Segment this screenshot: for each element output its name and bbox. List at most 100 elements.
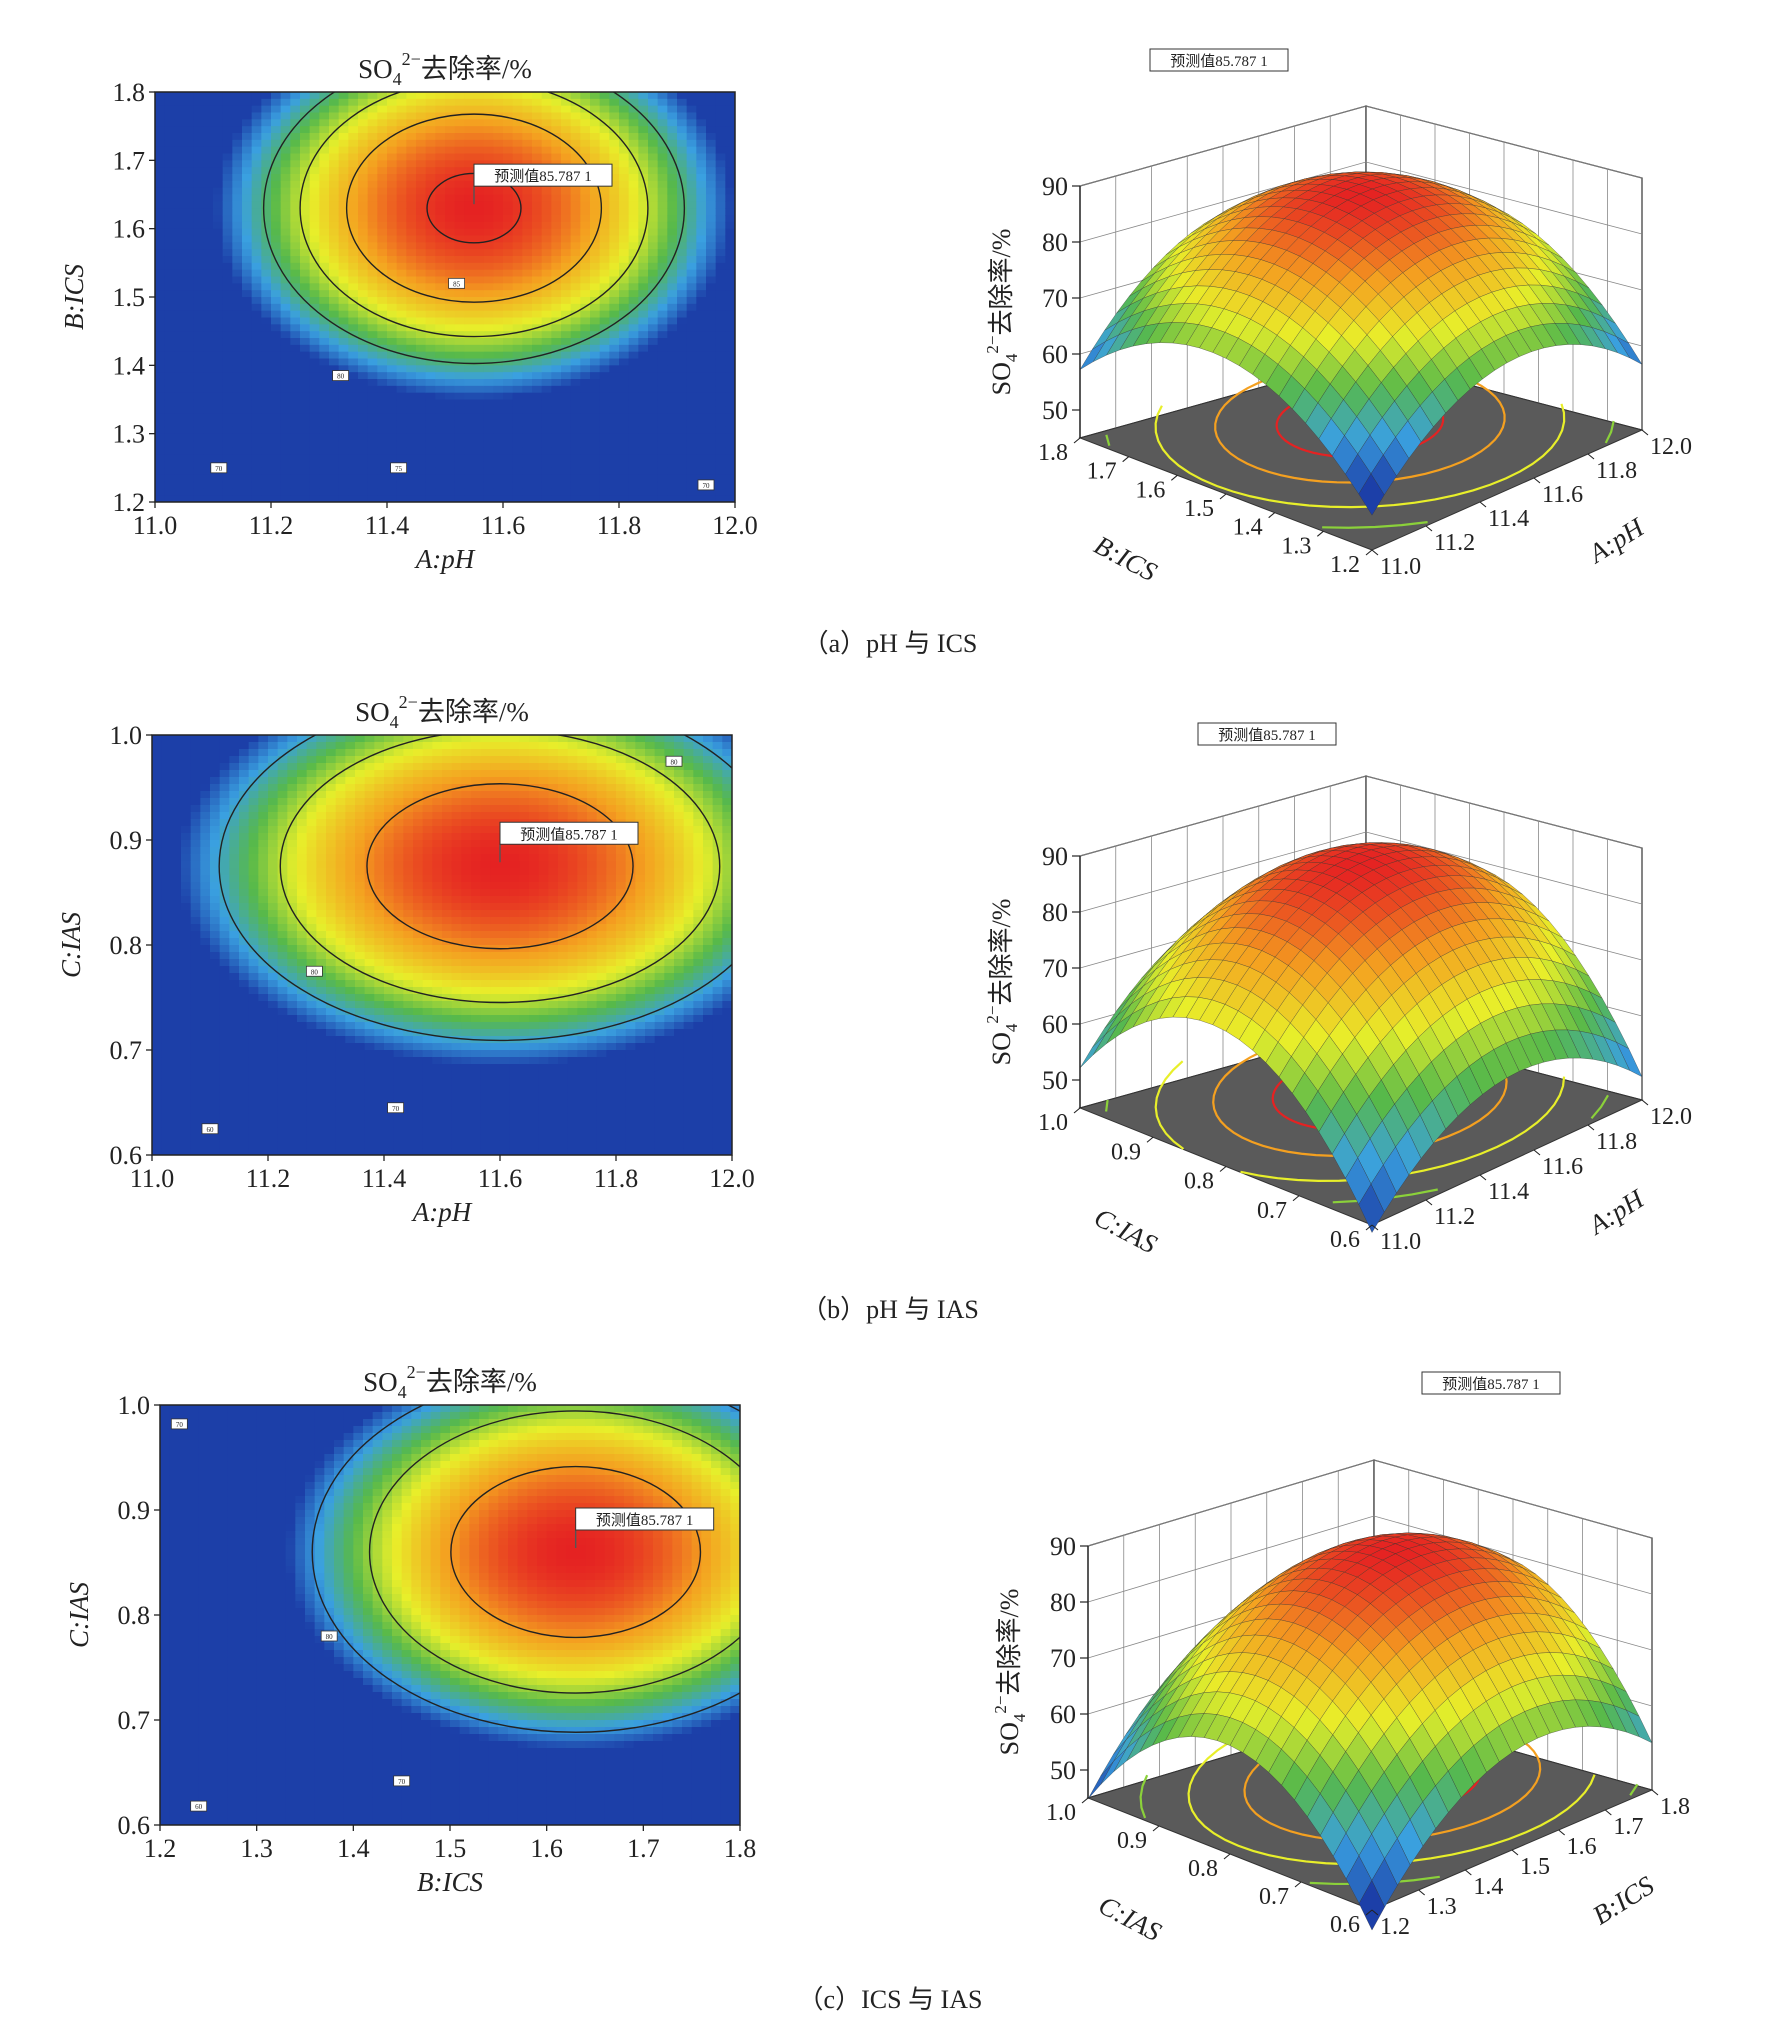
heatmap-cell bbox=[164, 488, 175, 496]
heatmap-cell bbox=[696, 153, 707, 161]
heatmap-cell bbox=[338, 160, 349, 168]
heatmap-cell bbox=[551, 467, 562, 476]
heatmap-cell bbox=[590, 262, 601, 271]
heatmap-cell bbox=[425, 358, 436, 366]
heatmap-cell bbox=[190, 917, 201, 925]
heatmap-cell bbox=[200, 952, 211, 960]
heatmap-cell bbox=[161, 903, 172, 911]
heatmap-cell bbox=[686, 112, 697, 120]
heatmap-cell bbox=[706, 139, 717, 148]
heatmap-cell bbox=[367, 461, 378, 469]
heatmap-cell bbox=[171, 756, 182, 764]
heatmap-cell bbox=[181, 847, 192, 855]
heatmap-cell bbox=[329, 133, 340, 141]
heatmap-cell bbox=[706, 365, 717, 373]
heatmap-cell bbox=[174, 406, 185, 414]
heatmap-cell bbox=[174, 105, 185, 114]
heatmap-cell bbox=[248, 833, 259, 841]
heatmap-cell bbox=[280, 331, 291, 339]
heatmap-cell bbox=[181, 763, 192, 771]
heatmap-cell bbox=[219, 1148, 230, 1155]
heatmap-cell bbox=[181, 959, 192, 967]
heatmap-cell bbox=[599, 324, 610, 332]
heatmap-cell bbox=[193, 221, 204, 230]
heatmap-cell bbox=[396, 372, 407, 380]
heatmap-cell bbox=[248, 840, 259, 848]
heatmap-cell bbox=[619, 187, 630, 196]
heatmap-cell bbox=[358, 133, 369, 141]
heatmap-cell bbox=[677, 467, 688, 476]
heatmap-cell bbox=[512, 146, 523, 155]
heatmap-cell bbox=[377, 297, 388, 305]
heatmap-cell bbox=[248, 1113, 259, 1121]
heatmap-cell bbox=[377, 303, 388, 312]
heatmap-cell bbox=[251, 379, 262, 387]
heatmap-cell bbox=[406, 454, 417, 462]
heatmap-cell bbox=[667, 454, 678, 462]
heatmap-cell bbox=[348, 392, 359, 401]
heatmap-cell bbox=[300, 358, 311, 366]
heatmap-cell bbox=[667, 187, 678, 196]
heatmap-cell bbox=[193, 365, 204, 373]
heatmap-cell bbox=[319, 385, 330, 394]
heatmap-cell bbox=[300, 98, 311, 107]
heatmap-cell bbox=[271, 365, 282, 373]
heatmap-cell bbox=[290, 406, 301, 414]
heatmap-cell bbox=[171, 987, 182, 995]
heatmap-cell bbox=[493, 461, 504, 469]
heatmap-cell bbox=[271, 180, 282, 189]
heatmap-cell bbox=[229, 924, 240, 932]
heatmap-cell bbox=[319, 242, 330, 250]
heatmap-cell bbox=[686, 174, 697, 182]
heatmap-cell bbox=[338, 228, 349, 237]
heatmap-cell bbox=[406, 379, 417, 387]
heatmap-cell bbox=[338, 133, 349, 141]
heatmap-cell bbox=[309, 187, 320, 196]
heatmap-cell bbox=[181, 917, 192, 925]
heatmap-cell bbox=[396, 249, 407, 257]
heatmap-cell bbox=[161, 945, 172, 953]
heatmap-cell bbox=[190, 889, 201, 897]
heatmap-cell bbox=[338, 297, 349, 305]
heatmap-cell bbox=[406, 358, 417, 366]
heatmap-cell bbox=[184, 461, 195, 469]
heatmap-cell bbox=[239, 868, 250, 876]
heatmap-cell bbox=[493, 256, 504, 264]
heatmap-cell bbox=[667, 365, 678, 373]
heatmap-cell bbox=[258, 812, 269, 820]
heatmap-cell bbox=[454, 133, 465, 141]
heatmap-cell bbox=[164, 406, 175, 414]
heatmap-cell bbox=[464, 98, 475, 107]
heatmap-cell bbox=[193, 119, 204, 127]
heatmap-cell bbox=[242, 235, 253, 243]
heatmap-cell bbox=[580, 146, 591, 155]
heatmap-cell bbox=[242, 331, 253, 339]
heatmap-cell bbox=[628, 317, 639, 325]
heatmap-cell bbox=[396, 392, 407, 401]
heatmap-cell bbox=[522, 344, 533, 353]
heatmap-cell bbox=[232, 133, 243, 141]
heatmap-cell bbox=[261, 358, 272, 366]
heatmap-cell bbox=[152, 945, 163, 953]
heatmap-cell bbox=[686, 249, 697, 257]
heatmap-cell bbox=[161, 1120, 172, 1128]
heatmap-cell bbox=[329, 146, 340, 155]
heatmap-cell bbox=[181, 1113, 192, 1121]
heatmap-cell bbox=[725, 228, 735, 237]
heatmap-cell bbox=[261, 105, 272, 114]
heatmap-cell bbox=[706, 105, 717, 114]
heatmap-cell bbox=[164, 495, 175, 502]
heatmap-cell bbox=[696, 221, 707, 230]
right-tick bbox=[1641, 429, 1649, 436]
heatmap-cell bbox=[161, 966, 172, 974]
right-tick bbox=[1479, 501, 1487, 508]
heatmap-cell bbox=[532, 256, 543, 264]
heatmap-cell bbox=[445, 208, 456, 216]
heatmap-cell bbox=[248, 1064, 259, 1072]
heatmap-cell bbox=[239, 903, 250, 911]
heatmap-cell bbox=[348, 365, 359, 373]
heatmap-cell bbox=[454, 249, 465, 257]
heatmap-cell bbox=[512, 351, 523, 360]
heatmap-cell bbox=[570, 406, 581, 414]
heatmap-cell bbox=[725, 133, 735, 141]
